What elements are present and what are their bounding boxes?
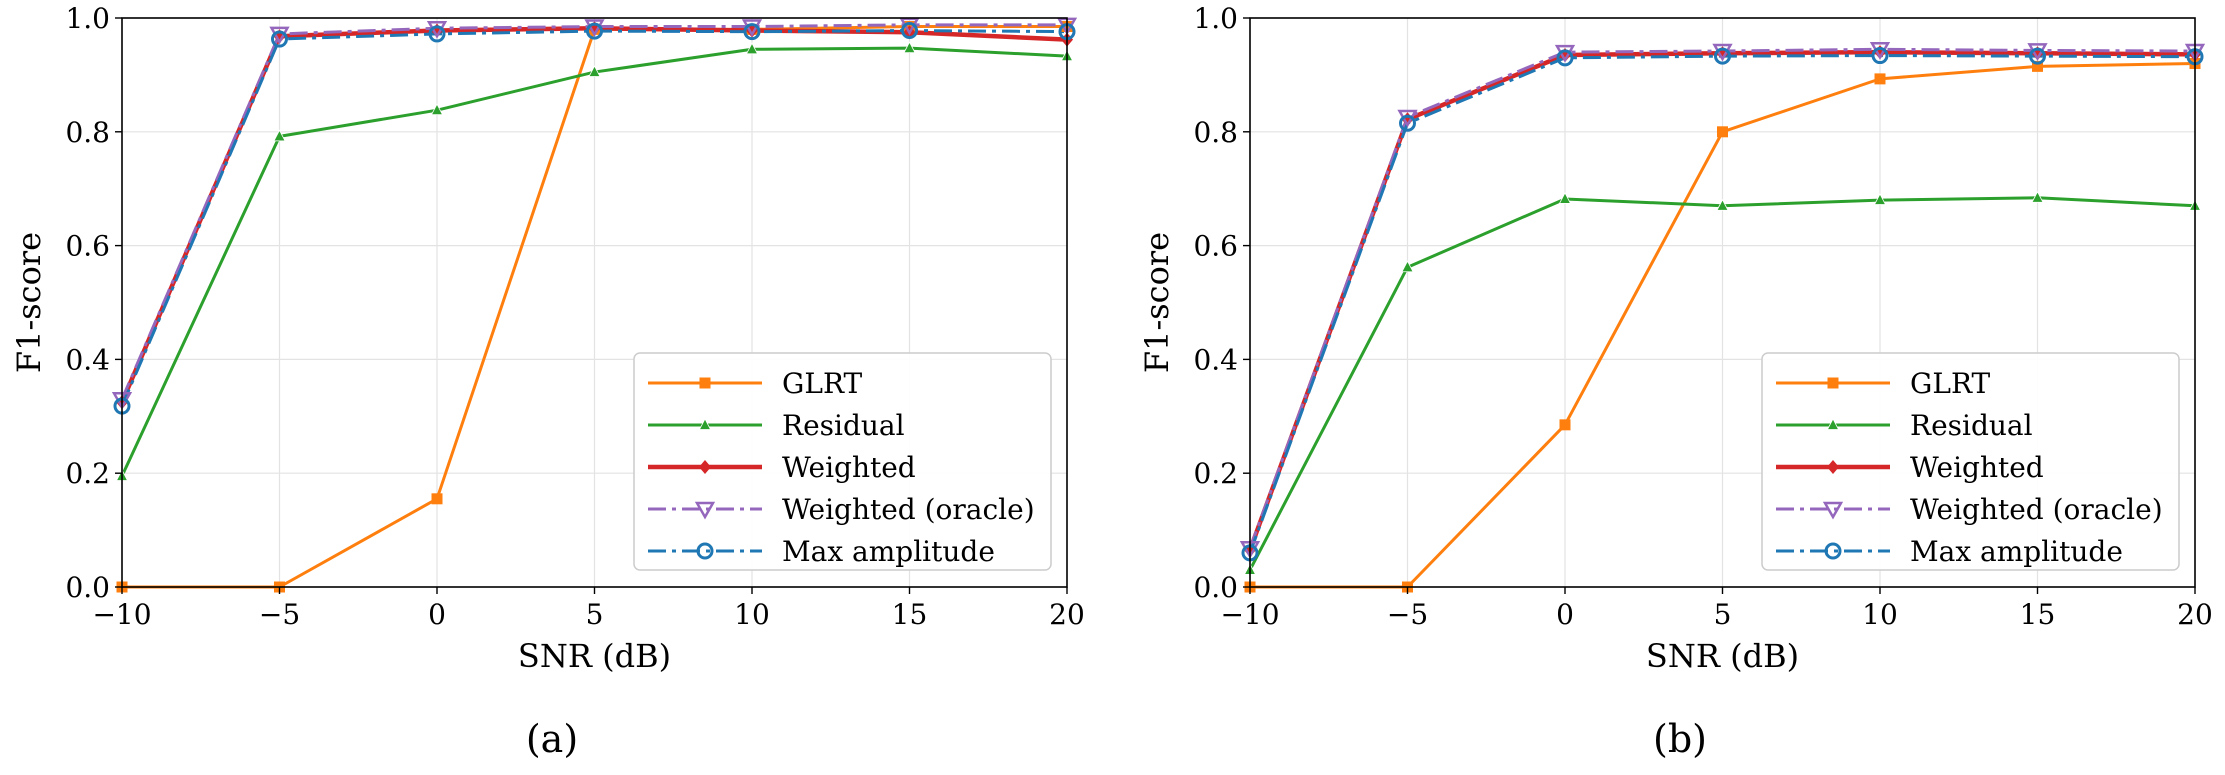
y-tick-label: 0.2 [1193,457,1238,490]
x-tick-label: 15 [892,598,928,631]
legend-marker-weighted-oracle- [694,501,716,520]
y-tick-label: 1.0 [65,2,110,35]
legend-label: Weighted (oracle) [782,493,1035,526]
legend-marker-max-amplitude [696,542,714,560]
legend-marker-weighted [699,460,711,474]
legend: GLRT Residual Weighted Weighted (oracle) Max… [633,352,1052,571]
data-point-residual [1716,198,1729,211]
legend-label: GLRT [782,367,863,400]
y-tick-label: 0.4 [1193,343,1238,376]
data-point-residual [2031,190,2044,203]
data-point-max-amplitude [586,22,603,40]
data-point-max-amplitude [901,22,918,40]
data-point-residual [1558,192,1572,204]
x-tick-label: 5 [586,598,604,631]
x-tick-label: 15 [2020,598,2056,631]
legend-label: Residual [782,409,905,442]
y-axis-label: F1-score [10,232,48,373]
legend-label: Max amplitude [782,535,995,568]
legend-marker-weighted-oracle- [1822,501,1844,520]
y-tick-label: 1.0 [1193,2,1238,35]
y-tick-label: 0.8 [65,116,110,149]
data-point-glrt [1559,419,1571,431]
data-point-glrt [1717,126,1728,138]
data-point-max-amplitude [428,25,446,43]
y-tick-label: 0.4 [65,343,110,376]
x-tick-label: 20 [2177,598,2213,631]
legend-marker-weighted [1827,460,1839,474]
panel-label: (b) [1653,717,1707,761]
legend: GLRT Residual Weighted Weighted (oracle) Max… [1761,352,2180,571]
legend-marker-glrt [699,377,711,389]
data-point-residual [1873,193,1887,205]
x-tick-label: 20 [1049,598,1085,631]
x-tick-label: 0 [1556,598,1574,631]
data-point-max-amplitude [1714,47,1731,65]
y-tick-label: 0.6 [65,230,110,263]
x-axis-label: SNR (dB) [1646,637,1799,675]
x-tick-label: 10 [1862,598,1898,631]
data-point-glrt [431,493,443,505]
data-point-glrt [1874,73,1886,85]
legend-marker-max-amplitude [1824,542,1842,560]
data-point-glrt [2032,60,2043,72]
chart-panel-2: −10 −5 0 5 10 15 20 0.0 0.2 0.4 0.6 0.8 1.0 SNR (dB) F… [1138,2,2213,761]
data-point-max-amplitude [743,23,761,41]
data-point-max-amplitude [1871,47,1889,65]
legend-marker-residual [698,418,712,430]
data-point-max-amplitude [1399,114,1416,132]
y-tick-label: 0.2 [65,457,110,490]
legend-label: Weighted [1910,451,2044,484]
x-tick-label: 0 [428,598,446,631]
data-point-residual [745,42,759,55]
y-axis-label: F1-score [1138,232,1176,373]
legend-label: Weighted [782,451,916,484]
data-point-max-amplitude [1556,49,1574,67]
x-tick-label: −5 [259,598,300,631]
y-tick-label: 0.0 [1193,571,1238,604]
data-point-residual [903,41,916,54]
legend-label: Residual [1910,409,2033,442]
data-point-max-amplitude [271,30,288,48]
y-tick-label: 0.8 [1193,116,1238,149]
legend-label: Max amplitude [1910,535,2123,568]
x-tick-label: −10 [92,598,151,631]
legend-box [633,352,1052,571]
x-tick-label: −5 [1387,598,1428,631]
data-point-weighted-oracle- [584,19,605,38]
chart-panel-1: −10 −5 0 5 10 15 20 0.0 0.2 0.4 0.6 0.8 1.0 SNR (dB) F… [10,2,1085,761]
data-point-residual [273,129,286,142]
data-point-residual [1401,260,1414,273]
data-point-max-amplitude [2029,47,2046,65]
plot-area [1240,42,2205,593]
legend-marker-glrt [1827,377,1839,389]
x-axis-label: SNR (dB) [518,637,671,675]
legend-box [1761,352,2180,571]
legend-label: Weighted (oracle) [1910,493,2163,526]
legend-label: GLRT [1910,367,1991,400]
legend-marker-residual [1826,418,1840,430]
data-point-residual [588,65,601,77]
x-tick-label: −10 [1220,598,1279,631]
data-point-residual [430,103,444,116]
y-tick-label: 0.0 [65,571,110,604]
y-tick-label: 0.6 [1193,230,1238,263]
x-tick-label: 10 [734,598,770,631]
panel-label: (a) [526,717,578,761]
x-tick-label: 5 [1714,598,1732,631]
